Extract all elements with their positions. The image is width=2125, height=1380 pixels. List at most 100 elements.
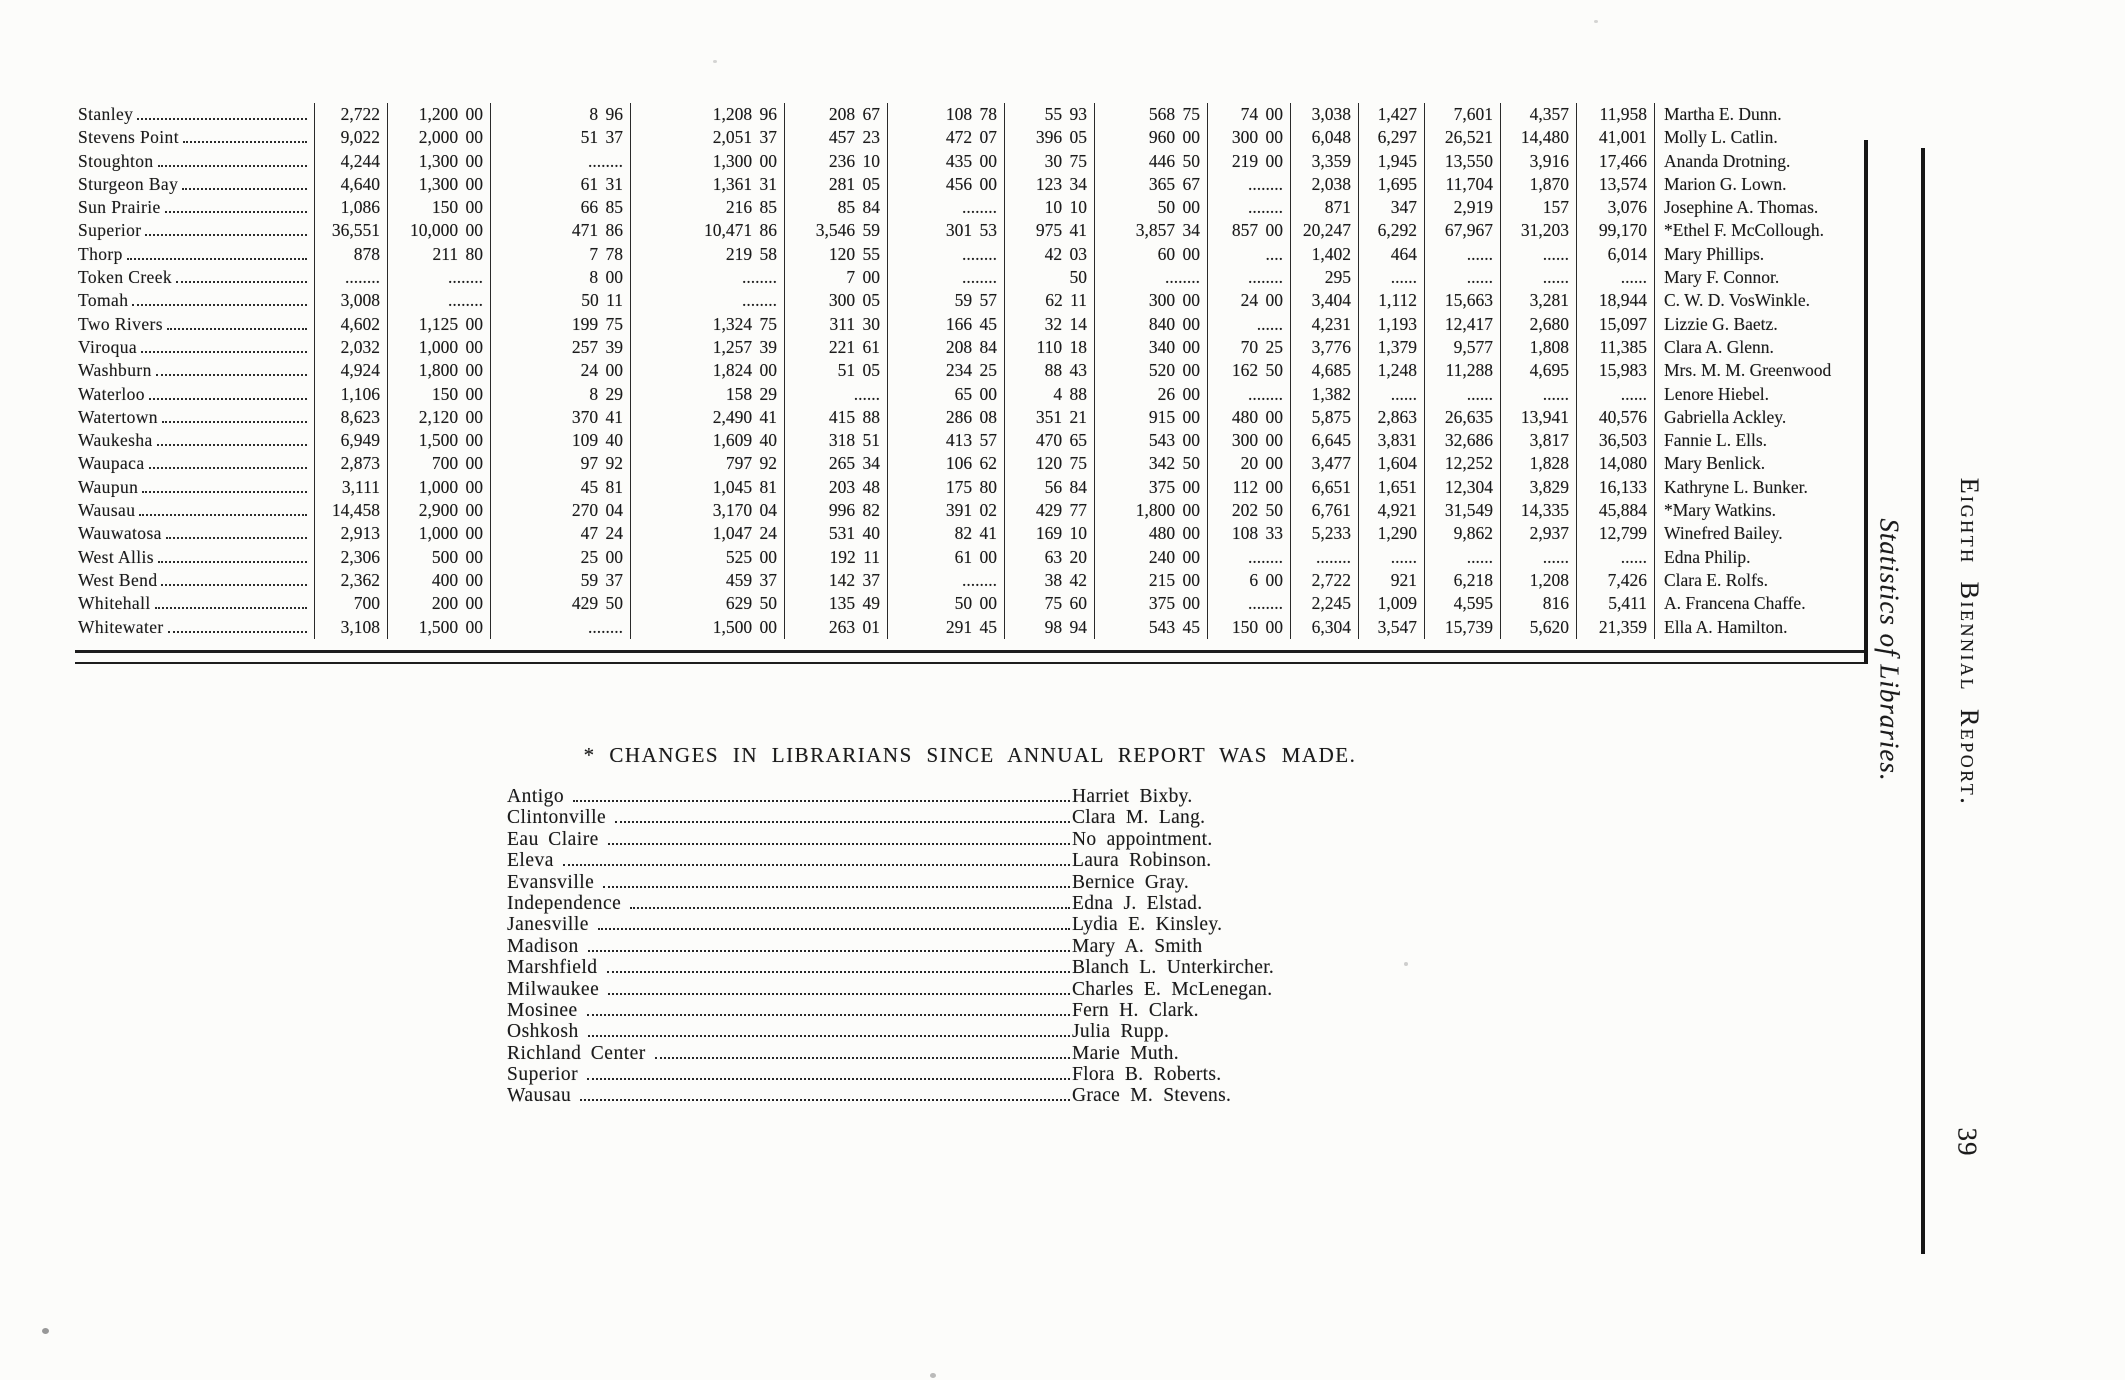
value-cell: 1,000 00 <box>388 335 491 360</box>
table-row: Washburn 4,924 1,800 00 24 00 1,824 00 51 05 2… <box>75 359 1866 383</box>
value-cell: 63 20 <box>1005 545 1095 569</box>
value-cell: 55 93 <box>1005 103 1095 127</box>
value-cell: 82 41 <box>888 522 1005 546</box>
value-cell: ...... <box>1208 312 1291 336</box>
librarian-cell: C. W. D. VosWinkle. <box>1664 290 1810 311</box>
value-cell: ........ <box>888 242 1005 267</box>
value-cell: 106 62 <box>888 452 1005 476</box>
value-cell: 281 05 <box>785 172 888 197</box>
town-cell: Wauwatosa <box>75 522 315 546</box>
value-cell: 14,080 <box>1577 452 1655 476</box>
value-cell: 142 37 <box>785 568 888 593</box>
value-cell: 31,549 <box>1425 499 1501 523</box>
value-cell: 203 48 <box>785 475 888 500</box>
changes-entry: Independence Edna J. Elstad. <box>507 892 1203 914</box>
value-cell: 17,466 <box>1577 149 1655 173</box>
value-cell: 234 25 <box>888 359 1005 383</box>
value-cell: 12,417 <box>1425 312 1501 336</box>
value-cell: 340 00 <box>1095 335 1208 360</box>
changes-entry: Wausau Grace M. Stevens. <box>507 1085 1232 1107</box>
changes-entry: Marshfield Blanch L. Unterkircher. <box>507 957 1275 979</box>
value-cell: 25 00 <box>491 545 631 569</box>
value-cell: 12,799 <box>1577 522 1655 546</box>
town-cell: Wausau <box>75 499 315 523</box>
value-cell: 3,857 34 <box>1095 219 1208 243</box>
value-cell: 13,574 <box>1577 172 1655 197</box>
scan-speck <box>930 1373 936 1378</box>
value-cell: 3,108 <box>315 615 388 639</box>
value-cell: 15,739 <box>1425 615 1501 639</box>
value-cell: 2,362 <box>315 568 388 593</box>
value-cell: 429 77 <box>1005 499 1095 523</box>
value-cell: 1,300 00 <box>388 172 491 197</box>
value-cell: 464 <box>1359 242 1425 267</box>
value-cell: 2,490 41 <box>631 405 785 430</box>
value-cell: 3,111 <box>315 475 388 500</box>
town-cell: Stoughton <box>75 149 315 173</box>
town-cell: Whitehall <box>75 592 315 616</box>
value-cell: 11,958 <box>1577 103 1655 127</box>
town-cell: Watertown <box>75 405 315 430</box>
town-cell: Whitewater <box>75 615 315 639</box>
value-cell: 59 37 <box>491 568 631 593</box>
value-cell: 26,521 <box>1425 126 1501 150</box>
value-cell: 42 03 <box>1005 242 1095 267</box>
table-row: Thorp 878 211 80 7 78 219 58 120 55........ 42… <box>75 242 1866 267</box>
value-cell: 257 39 <box>491 335 631 360</box>
value-cell: 365 67 <box>1095 172 1208 197</box>
value-cell: 286 08 <box>888 405 1005 430</box>
value-cell: 263 01 <box>785 615 888 639</box>
value-cell: 921 <box>1359 568 1425 593</box>
value-cell: 3,281 <box>1501 289 1577 313</box>
table-row: Stevens Point 9,022 2,000 00 51 37 2,051 37 4… <box>75 126 1866 150</box>
table-row: Viroqua 2,032 1,000 00 257 39 1,257 39 221 61… <box>75 335 1866 360</box>
value-cell: 59 57 <box>888 289 1005 313</box>
value-cell: 3,038 <box>1291 103 1359 127</box>
value-cell: 4,231 <box>1291 312 1359 336</box>
value-cell: 99,170 <box>1577 219 1655 243</box>
value-cell: 3,817 <box>1501 429 1577 453</box>
value-cell: 13,941 <box>1501 405 1577 430</box>
changes-entry: Clintonville Clara M. Lang. <box>507 807 1206 829</box>
value-cell: ...... <box>1425 382 1501 406</box>
value-cell: ...... <box>1501 545 1577 569</box>
librarian-cell: A. Francena Chaffe. <box>1664 593 1806 614</box>
value-cell: 2,913 <box>315 522 388 546</box>
value-cell: 1,382 <box>1291 382 1359 406</box>
value-cell: 8 00 <box>491 266 631 290</box>
value-cell: 11,288 <box>1425 359 1501 383</box>
value-cell: 7,601 <box>1425 103 1501 127</box>
table-bottom-rule-top <box>75 650 1866 653</box>
value-cell: 9,022 <box>315 126 388 150</box>
value-cell: 300 00 <box>1208 429 1291 453</box>
changes-entry: Richland Center Marie Muth. <box>507 1042 1179 1064</box>
value-cell: 13,550 <box>1425 149 1501 173</box>
librarian-cell: Mary Benlick. <box>1664 453 1766 474</box>
value-cell: 50 00 <box>888 592 1005 616</box>
value-cell: 109 40 <box>491 429 631 453</box>
value-cell: ...... <box>1425 545 1501 569</box>
librarian-cell: Marion G. Lown. <box>1664 173 1787 194</box>
scan-speck <box>713 60 717 63</box>
librarian-cell: Clara E. Rolfs. <box>1664 569 1769 590</box>
value-cell: 456 00 <box>888 172 1005 197</box>
value-cell: 3,008 <box>315 289 388 313</box>
librarian-cell: *Mary Watkins. <box>1664 500 1777 521</box>
value-cell: 5,233 <box>1291 522 1359 546</box>
value-cell: 2,680 <box>1501 312 1577 336</box>
value-cell: 62 11 <box>1005 289 1095 313</box>
town-cell: Sturgeon Bay <box>75 172 315 197</box>
value-cell: 20 00 <box>1208 452 1291 476</box>
value-cell: 208 84 <box>888 335 1005 360</box>
value-cell: 1,009 <box>1359 592 1425 616</box>
value-cell: ........ <box>888 266 1005 290</box>
value-cell: 1,609 40 <box>631 429 785 453</box>
changes-list: Antigo Harriet Bixby. Clintonville Clara M.… <box>507 786 1337 1107</box>
value-cell: 2,306 <box>315 545 388 569</box>
value-cell: ........ <box>1095 266 1208 290</box>
value-cell: 4,244 <box>315 149 388 173</box>
value-cell: 396 05 <box>1005 126 1095 150</box>
value-cell: 915 00 <box>1095 405 1208 430</box>
value-cell: 108 33 <box>1208 522 1291 546</box>
